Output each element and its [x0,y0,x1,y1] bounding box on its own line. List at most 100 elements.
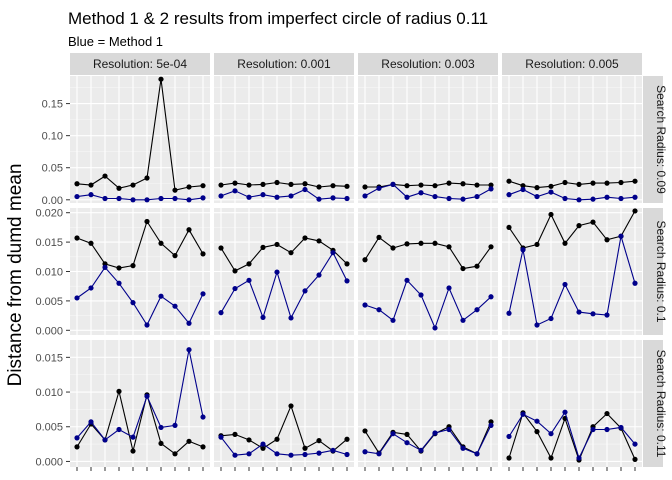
series-black-point [130,263,136,269]
series-black-point [534,185,540,191]
series-blue-point [474,193,480,200]
series-black-point [218,182,224,188]
row-strip-label: Search Radius: 0.09 [654,85,668,194]
series-blue-point [116,280,122,286]
series-black-point [302,235,308,241]
series-black-point [130,182,136,188]
series-black-point [604,237,610,243]
series-blue-point [432,325,438,331]
facet-panel [502,340,642,467]
facet-panel [358,340,498,467]
series-blue-point [562,281,568,288]
series-blue-point [274,451,280,457]
y-tick-label: 0.000 [35,456,63,468]
series-black-point [246,437,252,443]
series-black-point [362,257,368,263]
row-strip [643,340,663,467]
series-blue-point [260,314,266,320]
series-blue-point [344,451,350,458]
series-blue-point [618,424,624,431]
series-blue-point [260,441,266,447]
series-black-point [260,445,266,451]
series-blue-point [330,447,336,453]
y-tick-label: 0.15 [42,99,63,111]
series-black-point [474,182,480,188]
series-blue-point [488,294,494,300]
series-blue-point [88,419,94,425]
series-black-point [116,185,122,191]
series-blue-point [404,440,410,446]
series-black-point [520,183,526,189]
series-blue-point [172,422,178,428]
row-strip [643,76,663,203]
series-blue-point [330,250,336,256]
series-black-point [330,183,336,189]
series-blue-point [418,292,424,298]
series-blue-point [576,309,582,315]
series-black-point [344,183,350,189]
series-blue-point [446,426,452,433]
series-blue-point [488,186,494,192]
series-black-line [508,180,636,189]
series-black-line [508,411,636,462]
series-blue-point [232,188,238,194]
series-black-point [534,241,540,248]
series-blue-point [74,295,80,301]
series-black-point [390,245,396,251]
chart-title: Method 1 & 2 results from imperfect circ… [68,9,488,28]
series-blue-point [144,197,150,203]
chart-subtitle: Blue = Method 1 [68,34,163,49]
column-strip [502,53,642,75]
series-black-point [460,265,466,272]
series-blue-line [76,349,204,441]
series-black-point [362,184,368,190]
series-black-point [404,241,410,247]
series-blue-point [288,315,294,321]
series-blue-line [364,425,492,455]
series-black-point [316,438,322,444]
series-blue-point [362,302,368,308]
panel-background [358,340,498,467]
series-blue-point [144,393,150,399]
series-blue-line [76,194,204,201]
series-blue-point [432,193,438,200]
series-black-point [288,403,294,409]
series-black-line [76,220,204,269]
series-black-line [365,182,491,188]
series-blue-point [534,193,540,200]
series-blue-point [548,189,554,195]
series-blue-point [460,196,466,202]
series-black-point [232,180,238,186]
series-blue-line [220,436,348,456]
series-black-point [506,224,512,231]
series-blue-point [158,293,164,299]
series-blue-point [186,320,192,326]
series-blue-point [274,269,280,275]
series-blue-point [288,452,294,458]
column-strip [70,53,210,75]
series-blue-point [460,317,466,323]
series-black-point [172,451,178,457]
series-blue-point [618,195,624,202]
y-axis-label: Distance from dumd mean [5,164,26,387]
y-tick-label: 0.000 [35,325,63,337]
series-blue-point [274,194,280,200]
series-blue-point [562,195,568,202]
series-black-point [590,219,596,225]
series-black-point [344,261,350,267]
series-black-point [88,240,94,246]
series-black-point [576,223,582,229]
series-blue-point [362,449,368,455]
facet-panel [214,76,354,203]
series-blue-point [460,445,466,451]
facet-panel [70,76,210,203]
series-black-point [74,181,80,187]
series-blue-point [246,194,252,200]
series-blue-point [446,195,452,202]
series-black-point [632,456,638,462]
series-black-line [76,79,204,191]
series-blue-point [632,280,638,286]
y-tick-label: 0.10 [42,131,63,143]
series-blue-point [390,181,396,187]
series-blue-point [260,192,266,198]
